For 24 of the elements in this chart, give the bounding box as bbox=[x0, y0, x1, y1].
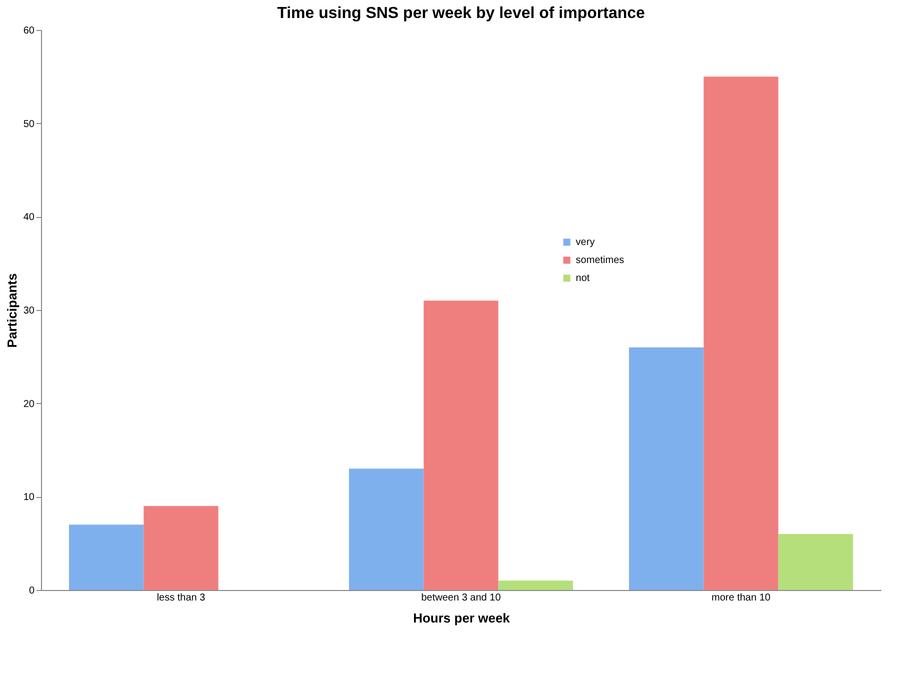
y-tick-label: 0 bbox=[28, 586, 35, 596]
y-tick-label: 40 bbox=[23, 212, 35, 224]
y-tick-label: 50 bbox=[23, 118, 35, 130]
bar bbox=[704, 76, 778, 590]
bar bbox=[144, 506, 218, 590]
bar bbox=[778, 534, 853, 590]
y-axis-title: Participants bbox=[4, 273, 20, 348]
legend-label: very bbox=[576, 237, 595, 248]
y-tick-label: 30 bbox=[23, 306, 35, 316]
y-tick-label: 10 bbox=[23, 492, 35, 504]
x-tick-label: more than 10 bbox=[712, 592, 771, 604]
legend-label: not bbox=[576, 273, 590, 284]
bar bbox=[498, 580, 573, 590]
legend-label: sometimes bbox=[576, 255, 624, 266]
x-axis-title: Hours per week bbox=[413, 610, 511, 626]
bar bbox=[424, 300, 498, 590]
bar bbox=[349, 468, 424, 590]
bar bbox=[69, 524, 144, 590]
y-tick-label: 20 bbox=[23, 398, 35, 410]
bar bbox=[629, 347, 704, 590]
y-tick-label: 60 bbox=[23, 26, 35, 36]
x-tick-label: between 3 and 10 bbox=[421, 592, 502, 604]
x-tick-label: less than 3 bbox=[156, 592, 206, 604]
chart-title: Time using SNS per week by level of importance bbox=[277, 5, 646, 22]
